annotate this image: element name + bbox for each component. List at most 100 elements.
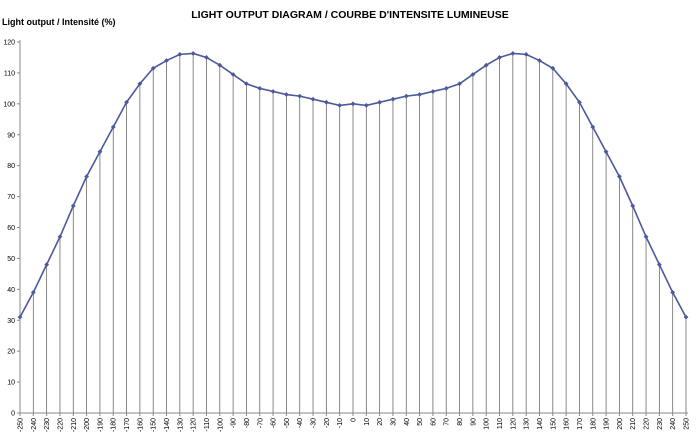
data-point [617, 174, 622, 179]
x-tick-label: -190 [97, 418, 104, 432]
y-tick-label: 100 [3, 101, 15, 108]
data-point [523, 51, 529, 57]
data-point [337, 102, 343, 108]
data-point [643, 234, 649, 240]
x-tick-label: 190 [604, 418, 611, 430]
y-axis-label: Light output / Intensité (%) [2, 17, 116, 27]
data-point [30, 290, 36, 295]
data-point [590, 124, 596, 130]
x-tick-label: 220 [644, 418, 651, 430]
x-tick-label: -150 [151, 418, 158, 432]
x-tick-label: -170 [124, 418, 131, 432]
data-point [670, 290, 676, 295]
y-tick-label: 110 [4, 70, 15, 77]
data-point [390, 96, 396, 102]
data-point [350, 101, 356, 107]
data-point [44, 262, 50, 267]
data-point [683, 314, 689, 320]
y-tick-label: 70 [7, 194, 15, 201]
x-tick-label: -160 [137, 418, 144, 432]
x-tick-label: 40 [404, 418, 411, 426]
data-point [257, 85, 263, 91]
x-tick-label: -140 [164, 418, 171, 432]
data-point [550, 65, 556, 71]
x-tick-label: -110 [204, 418, 211, 432]
data-point [630, 203, 636, 209]
data-point [284, 92, 289, 97]
y-tick-label: 0 [11, 411, 15, 418]
x-tick-label: 80 [457, 418, 464, 426]
data-point [363, 102, 369, 108]
x-tick-label: 160 [564, 418, 571, 430]
data-point [57, 234, 63, 240]
x-tick-label: -60 [271, 418, 278, 428]
data-point [204, 55, 209, 60]
y-tick-label: 60 [7, 225, 15, 232]
x-tick-label: 130 [524, 418, 531, 430]
data-point [323, 99, 329, 105]
x-tick-label: -120 [191, 418, 198, 432]
x-tick-label: 150 [550, 418, 557, 430]
x-tick-label: 240 [670, 418, 677, 430]
x-tick-label: 70 [444, 418, 451, 426]
data-point [417, 92, 422, 97]
x-tick-label: 100 [484, 418, 491, 430]
x-tick-label: 200 [617, 418, 624, 430]
x-tick-label: -210 [71, 418, 78, 432]
data-point [483, 62, 489, 68]
x-tick-label: 50 [417, 418, 424, 426]
y-tick-label: 20 [7, 349, 15, 356]
x-tick-label: 90 [470, 418, 477, 426]
x-tick-label: 30 [390, 418, 397, 426]
y-tick-label: 40 [7, 287, 15, 294]
x-tick-label: 0 [351, 418, 358, 422]
data-point [230, 72, 236, 77]
data-point [124, 99, 129, 105]
data-point [377, 99, 383, 105]
chart-title: LIGHT OUTPUT DIAGRAM / COURBE D'INTENSIT… [191, 9, 509, 21]
x-tick-label: 10 [364, 418, 371, 426]
data-point [563, 81, 569, 87]
y-tick-label: 80 [7, 163, 15, 170]
data-point [110, 124, 116, 130]
x-tick-label: 60 [430, 418, 437, 426]
data-point [297, 93, 303, 99]
data-point [603, 149, 609, 155]
data-point [577, 99, 582, 105]
data-point [150, 65, 156, 71]
data-point [17, 314, 23, 320]
y-tick-label: 30 [7, 318, 15, 325]
data-point [310, 96, 316, 102]
data-point [137, 81, 143, 87]
data-point [470, 72, 476, 77]
y-tick-label: 50 [7, 256, 15, 263]
x-tick-label: 120 [510, 418, 517, 430]
x-tick-label: -80 [244, 418, 251, 428]
data-point [497, 55, 502, 60]
x-tick-label: -20 [324, 418, 331, 428]
x-tick-label: -220 [57, 418, 64, 432]
data-point [403, 93, 409, 99]
data-point [97, 149, 103, 155]
x-tick-label: 20 [377, 418, 384, 426]
data-point [430, 89, 436, 94]
x-tick-label: -230 [44, 418, 51, 432]
data-point [177, 51, 183, 57]
x-tick-label: 210 [630, 418, 637, 430]
y-tick-label: 10 [7, 380, 15, 387]
x-tick-label: -40 [297, 418, 304, 428]
y-tick-label: 120 [3, 40, 15, 47]
data-point [244, 81, 249, 87]
x-tick-label: -10 [337, 418, 344, 428]
data-point [70, 203, 76, 209]
x-tick-label: 230 [657, 418, 664, 430]
data-point [656, 262, 662, 267]
data-point [537, 58, 542, 63]
data-point [84, 174, 89, 179]
y-tick-label: 90 [7, 132, 15, 139]
x-tick-label: -130 [177, 418, 184, 432]
x-tick-label: 110 [497, 418, 504, 429]
data-point [217, 62, 223, 68]
x-tick-label: -30 [311, 418, 318, 428]
